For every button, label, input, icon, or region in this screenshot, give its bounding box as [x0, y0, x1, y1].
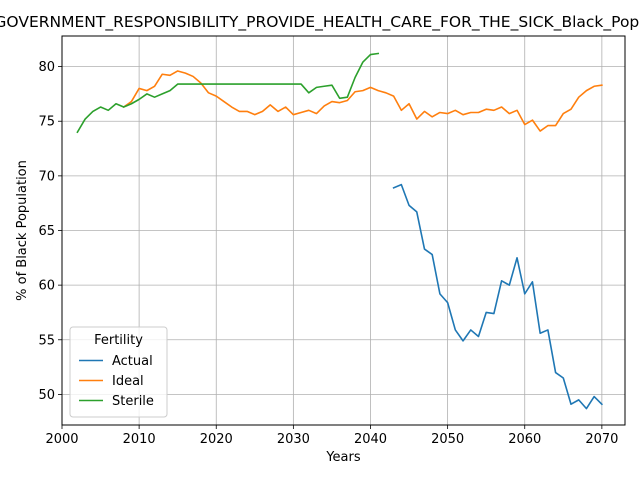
y-tick-label: 50 — [38, 388, 55, 403]
legend-title: Fertility — [94, 333, 143, 348]
legend-entries: Actual Ideal Sterile — [79, 354, 154, 409]
legend: Fertility Actual Ideal Sterile — [69, 326, 168, 418]
x-tick-label: 2060 — [508, 432, 541, 447]
y-axis: 50 55 60 65 70 75 80 — [38, 60, 62, 403]
y-axis-label: % of Black Population — [15, 160, 30, 301]
x-tick-label: 2040 — [354, 432, 387, 447]
chart-title: GOVERNMENT_RESPONSIBILITY_PROVIDE_HEALTH… — [0, 13, 640, 32]
legend-label: Actual — [112, 354, 153, 369]
x-tick-label: 2020 — [200, 432, 233, 447]
y-tick-label: 60 — [38, 279, 55, 294]
series-line-actual — [392, 183, 603, 410]
series-line-ideal — [122, 70, 603, 132]
x-axis-label: Years — [325, 450, 361, 465]
legend-box — [69, 326, 168, 418]
y-tick-label: 80 — [38, 60, 55, 75]
x-tick-label: 2070 — [585, 432, 618, 447]
y-tick-label: 55 — [38, 333, 55, 348]
y-tick-label: 70 — [38, 169, 55, 184]
series-lines — [76, 52, 603, 410]
y-tick-label: 65 — [38, 224, 55, 239]
legend-label: Ideal — [112, 374, 144, 389]
x-tick-label: 2030 — [277, 432, 310, 447]
y-tick-label: 75 — [38, 115, 55, 130]
x-tick-label: 2000 — [45, 432, 78, 447]
series-line-sterile — [76, 52, 380, 134]
x-tick-label: 2050 — [431, 432, 464, 447]
legend-label: Sterile — [112, 394, 154, 409]
x-axis: 2000 2010 2020 2030 2040 2050 2060 2070 — [45, 425, 618, 447]
x-tick-label: 2010 — [123, 432, 156, 447]
